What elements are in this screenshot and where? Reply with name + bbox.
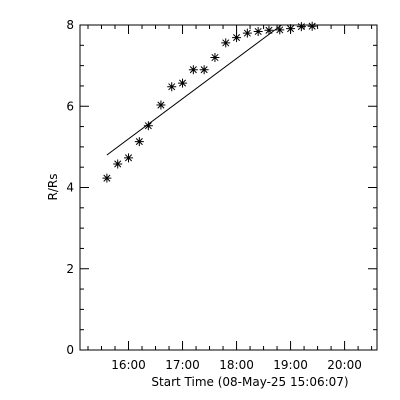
data-point <box>307 21 317 31</box>
data-point <box>264 25 274 35</box>
fit-line <box>106 24 282 156</box>
y-tick-label: 4 <box>66 181 74 195</box>
y-tick-label: 0 <box>66 343 74 357</box>
x-tick-label: 18:00 <box>219 358 254 372</box>
x-axis-label: Start Time (08-May-25 15:06:07) <box>151 375 348 389</box>
data-point <box>253 27 263 36</box>
x-tick-label: 19:00 <box>273 358 308 372</box>
y-tick-label: 6 <box>66 99 74 113</box>
data-point <box>156 100 166 110</box>
data-point <box>178 78 188 88</box>
data-point <box>242 28 252 38</box>
data-point <box>199 65 209 75</box>
y-axis-label: R/Rs <box>46 174 60 201</box>
data-point <box>102 173 112 183</box>
x-tick-label: 20:00 <box>327 358 362 372</box>
data-point <box>221 38 231 48</box>
data-marks <box>102 21 317 183</box>
data-point <box>286 24 296 34</box>
x-tick-label: 17:00 <box>165 358 200 372</box>
data-point <box>167 82 177 92</box>
data-point <box>188 65 198 75</box>
data-point <box>134 137 144 147</box>
data-point <box>143 121 153 131</box>
axes: 0 2 4 6 8 16:00 17:00 18:00 19:00 20:00 <box>66 18 377 372</box>
data-point <box>124 153 134 163</box>
x-tick-label: 16:00 <box>111 358 146 372</box>
data-point <box>113 159 123 169</box>
data-point <box>210 53 220 62</box>
data-point <box>296 22 306 32</box>
y-tick-label: 2 <box>66 262 74 276</box>
data-point <box>275 25 285 35</box>
y-tick-label: 8 <box>66 18 74 32</box>
plot-frame <box>79 24 378 351</box>
data-point <box>232 33 242 43</box>
